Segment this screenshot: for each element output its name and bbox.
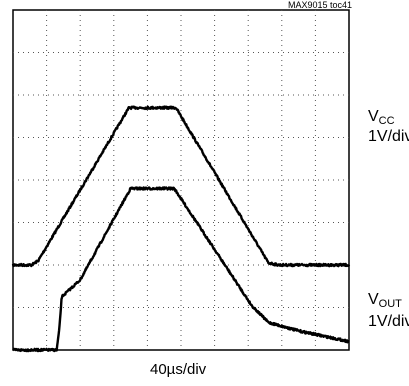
vout-subscript: OUT [378, 298, 402, 310]
vcc-scale-label: 1V/div [368, 128, 409, 145]
figure-tag: MAX9015 toc41 [287, 0, 352, 10]
vout-trace [12, 186, 350, 353]
vcc-channel-label: VCC [368, 108, 395, 130]
traces [11, 105, 351, 353]
vout-scale-label: 1V/div [368, 313, 409, 330]
vout-symbol: V [368, 291, 379, 308]
vcc-subscript: CC [378, 115, 395, 127]
vcc-trace [11, 105, 351, 268]
vout-channel-label: VOUT [368, 291, 402, 313]
time-scale-label: 40µs/div [150, 361, 207, 378]
vcc-symbol: V [368, 108, 379, 125]
